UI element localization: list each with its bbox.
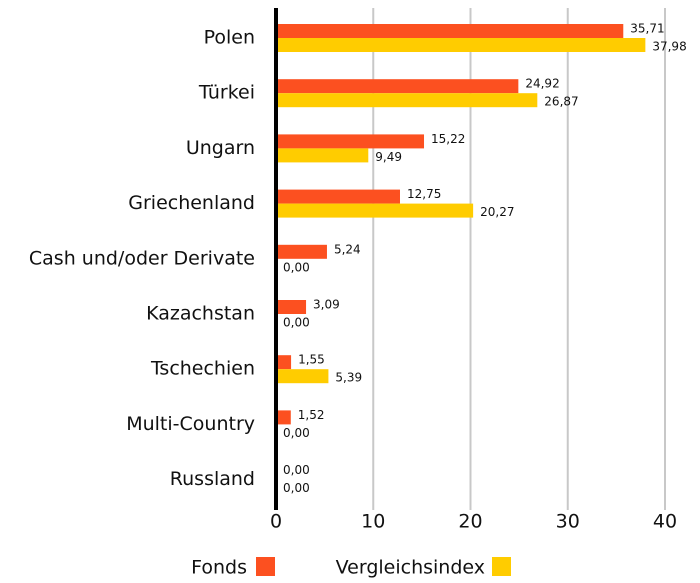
value-label: 5,39 [335, 371, 362, 385]
bar [276, 410, 291, 425]
category-label: Multi-Country [126, 413, 255, 435]
category-label: Griechenland [128, 192, 255, 214]
x-tick-label: 40 [653, 511, 677, 533]
bar [276, 203, 474, 218]
value-label: 1,52 [298, 408, 325, 422]
value-label: 3,09 [313, 298, 340, 312]
bar [276, 189, 400, 204]
category-label: Cash und/oder Derivate [29, 247, 255, 269]
value-label: 0,00 [283, 316, 310, 330]
bar [276, 300, 307, 314]
category-label: Polen [204, 27, 255, 49]
category-label: Kazachstan [146, 303, 255, 325]
value-label: 0,00 [283, 426, 310, 440]
bar [276, 38, 646, 52]
legend-label: Fonds [191, 557, 247, 579]
category-label: Russland [170, 468, 255, 490]
x-tick-label: 20 [458, 511, 482, 533]
bar [276, 134, 425, 149]
value-label: 24,92 [525, 77, 559, 91]
bar [276, 93, 538, 108]
x-tick-label: 30 [556, 511, 580, 533]
x-tick-label: 10 [361, 511, 385, 533]
legend-swatch [256, 557, 275, 576]
value-label: 26,87 [544, 95, 578, 109]
value-label: 15,22 [431, 132, 465, 146]
bar [276, 244, 327, 259]
bar [276, 355, 292, 370]
bar [276, 79, 519, 94]
x-tick-label: 0 [270, 511, 282, 533]
legend-swatch [492, 557, 511, 576]
value-label: 20,27 [480, 205, 514, 219]
bar [276, 148, 369, 163]
value-label: 5,24 [334, 242, 361, 256]
value-label: 1,55 [298, 353, 325, 367]
value-label: 12,75 [407, 187, 441, 201]
category-label: Türkei [198, 82, 255, 104]
value-label: 35,71 [630, 22, 664, 36]
value-label: 0,00 [283, 463, 310, 477]
value-label: 0,00 [283, 481, 310, 495]
value-label: 37,98 [652, 40, 686, 54]
legend-label: Vergleichsindex [336, 557, 485, 579]
bar [276, 24, 624, 38]
bar [276, 369, 329, 384]
value-label: 0,00 [283, 260, 310, 274]
value-label: 9,49 [375, 150, 402, 164]
category-label: Tschechien [150, 358, 255, 380]
category-label: Ungarn [186, 137, 255, 159]
